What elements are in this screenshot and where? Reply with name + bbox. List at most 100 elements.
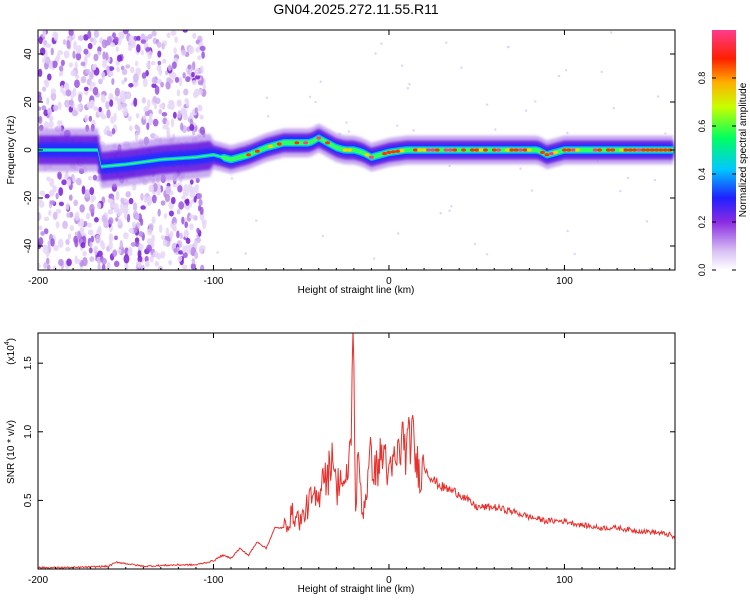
noise-cell (664, 132, 667, 135)
noise-cell (161, 42, 165, 50)
noise-cell (169, 230, 174, 239)
noise-cell (157, 208, 161, 217)
noise-cell (168, 79, 174, 84)
noise-cell (448, 164, 451, 168)
noise-cell (473, 242, 477, 246)
noise-cell (486, 103, 489, 106)
noise-cell (136, 35, 141, 41)
noise-cell (101, 71, 106, 78)
ridge-peak-cell (496, 148, 502, 152)
y-tick-label: -40 (23, 238, 34, 253)
ridge-peak-cell (417, 148, 423, 152)
noise-cell (55, 221, 60, 229)
noise-cell (121, 68, 128, 76)
noise-cell (72, 87, 77, 97)
snr-y-scale-label: (x104) (4, 338, 17, 365)
noise-cell (83, 86, 89, 92)
ridge-peak-cell (636, 148, 642, 152)
noise-cell (152, 251, 159, 258)
noise-cell (126, 213, 131, 223)
noise-cell (110, 202, 116, 208)
noise-cell (182, 113, 188, 121)
noise-cell (129, 125, 133, 132)
noise-cell (128, 44, 133, 52)
noise-cell (78, 93, 82, 103)
noise-cell (58, 187, 64, 196)
noise-cell (166, 132, 171, 139)
noise-cell (134, 132, 139, 142)
ridge-peak-cell (316, 136, 322, 140)
noise-cell (199, 114, 204, 120)
noise-cell (183, 88, 189, 96)
noise-cell (162, 239, 168, 247)
noise-cell (113, 260, 120, 268)
noise-cell (198, 245, 204, 254)
noise-cell (89, 37, 94, 43)
ridge-peak-cell (382, 152, 387, 156)
noise-cell (128, 34, 134, 45)
noise-cell (171, 61, 177, 70)
noise-cell (97, 51, 102, 56)
ridge-peak-cell (369, 155, 374, 159)
noise-cell (397, 232, 400, 235)
noise-cell (191, 71, 195, 78)
noise-cell (38, 237, 44, 246)
x-tick-label: 100 (556, 575, 573, 586)
noise-cell (81, 185, 86, 195)
noise-cell (182, 72, 186, 79)
ridge-peak-cell (461, 148, 466, 152)
noise-cell (101, 263, 106, 270)
noise-cell (157, 50, 162, 58)
noise-cell (133, 97, 138, 107)
noise-cell (52, 265, 57, 270)
noise-cell (57, 238, 64, 248)
noise-cell (107, 198, 114, 204)
noise-cell (106, 35, 112, 46)
ridge-peak-cell (562, 148, 567, 152)
noise-cell (43, 262, 48, 270)
ridge-peak-cell (474, 148, 480, 152)
noise-cell (108, 71, 114, 77)
noise-cell (85, 212, 91, 220)
noise-cell (51, 60, 58, 69)
ridge-peak-cell (610, 148, 616, 152)
ridge-peak-cell (505, 148, 510, 152)
noise-cell (160, 251, 166, 259)
ridge-peak-cell (605, 148, 611, 152)
noise-cell (44, 193, 50, 199)
noise-cell (151, 234, 155, 243)
noise-cell (125, 191, 131, 198)
spectrogram-x-label: Height of straight line (km) (298, 285, 415, 296)
noise-cell (38, 111, 41, 118)
snr-frame (37, 332, 676, 570)
noise-cell (156, 78, 162, 85)
noise-cell (69, 98, 74, 108)
noise-cell (52, 211, 58, 220)
noise-cell (46, 97, 50, 105)
ridge-peak-cell (399, 149, 405, 153)
noise-cell (151, 194, 157, 204)
noise-cell (173, 222, 177, 231)
noise-cell (185, 204, 190, 210)
noise-cell (74, 211, 80, 221)
noise-cell (88, 71, 94, 80)
noise-cell (85, 69, 91, 74)
noise-cell (88, 115, 93, 122)
snr-panel: -200 -100 0 100 0.5 1.0 1.5 Height of straigh… (4, 332, 676, 595)
noise-cell (118, 31, 125, 38)
noise-cell (653, 178, 657, 182)
noise-cell (672, 151, 675, 154)
x-tick-label: -200 (28, 276, 48, 287)
noise-cell (75, 177, 82, 186)
y-tick-label: 0.5 (23, 493, 34, 507)
ridge-peak-cell (623, 148, 629, 152)
noise-cell (412, 129, 415, 132)
noise-cell (80, 76, 87, 84)
colorbar-label: Normalized spectral amplitude (738, 82, 749, 217)
ridge-peak-cell (443, 148, 449, 152)
noise-cell (42, 30, 47, 38)
ridge-peak-cell (509, 148, 515, 152)
noise-cell (408, 83, 411, 86)
noise-cell (84, 189, 91, 199)
colorbar-tick-label: 0.2 (697, 216, 707, 229)
